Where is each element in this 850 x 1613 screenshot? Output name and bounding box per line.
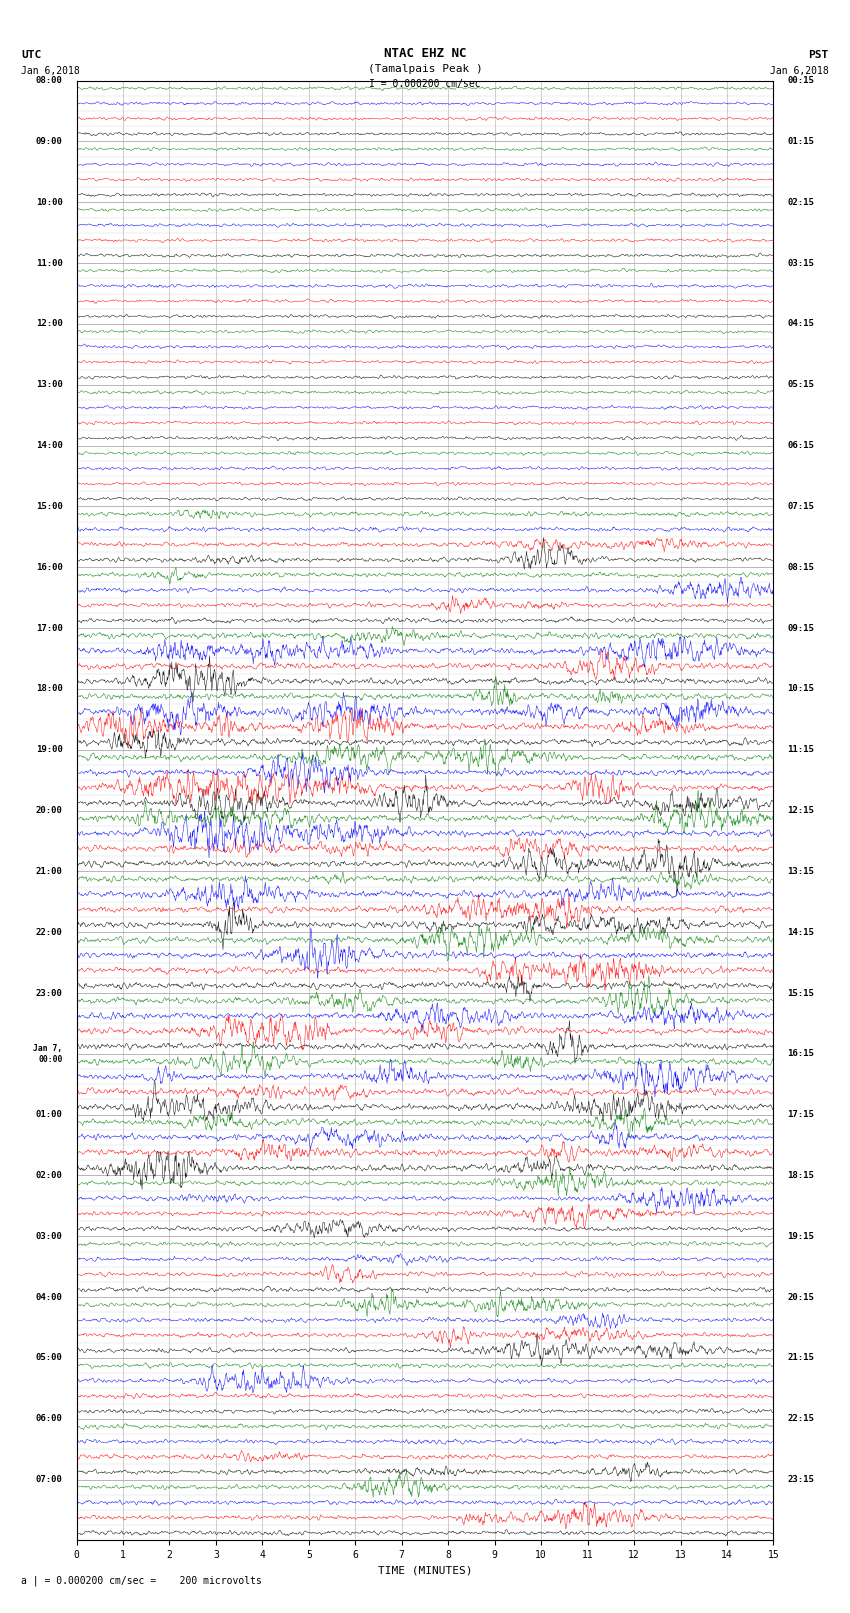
Text: 02:15: 02:15 (787, 198, 814, 206)
Text: 06:15: 06:15 (787, 440, 814, 450)
Text: Jan 6,2018: Jan 6,2018 (770, 66, 829, 76)
Text: 18:00: 18:00 (36, 684, 63, 694)
X-axis label: TIME (MINUTES): TIME (MINUTES) (377, 1566, 473, 1576)
Text: 07:15: 07:15 (787, 502, 814, 511)
Text: 22:15: 22:15 (787, 1415, 814, 1423)
Text: 05:15: 05:15 (787, 381, 814, 389)
Text: 18:15: 18:15 (787, 1171, 814, 1181)
Text: I = 0.000200 cm/sec: I = 0.000200 cm/sec (369, 79, 481, 89)
Text: 04:15: 04:15 (787, 319, 814, 329)
Text: 11:15: 11:15 (787, 745, 814, 755)
Text: 10:00: 10:00 (36, 198, 63, 206)
Text: Jan 7,
00:00: Jan 7, 00:00 (33, 1044, 63, 1063)
Text: 03:15: 03:15 (787, 258, 814, 268)
Text: (Tamalpais Peak ): (Tamalpais Peak ) (367, 65, 483, 74)
Text: 05:00: 05:00 (36, 1353, 63, 1363)
Text: PST: PST (808, 50, 829, 60)
Text: 01:00: 01:00 (36, 1110, 63, 1119)
Text: 13:00: 13:00 (36, 381, 63, 389)
Text: 17:00: 17:00 (36, 624, 63, 632)
Text: 03:00: 03:00 (36, 1232, 63, 1240)
Text: a | = 0.000200 cm/sec =    200 microvolts: a | = 0.000200 cm/sec = 200 microvolts (21, 1576, 262, 1586)
Text: 02:00: 02:00 (36, 1171, 63, 1181)
Text: 20:15: 20:15 (787, 1292, 814, 1302)
Text: 14:15: 14:15 (787, 927, 814, 937)
Text: UTC: UTC (21, 50, 42, 60)
Text: 08:00: 08:00 (36, 76, 63, 85)
Text: 23:00: 23:00 (36, 989, 63, 997)
Text: 12:00: 12:00 (36, 319, 63, 329)
Text: 04:00: 04:00 (36, 1292, 63, 1302)
Text: Jan 6,2018: Jan 6,2018 (21, 66, 80, 76)
Text: 20:00: 20:00 (36, 806, 63, 815)
Text: 21:00: 21:00 (36, 866, 63, 876)
Text: 00:15: 00:15 (787, 76, 814, 85)
Text: NTAC EHZ NC: NTAC EHZ NC (383, 47, 467, 60)
Text: 07:00: 07:00 (36, 1476, 63, 1484)
Text: 12:15: 12:15 (787, 806, 814, 815)
Text: 23:15: 23:15 (787, 1476, 814, 1484)
Text: 06:00: 06:00 (36, 1415, 63, 1423)
Text: 10:15: 10:15 (787, 684, 814, 694)
Text: 16:15: 16:15 (787, 1050, 814, 1058)
Text: 09:15: 09:15 (787, 624, 814, 632)
Text: 13:15: 13:15 (787, 866, 814, 876)
Text: 14:00: 14:00 (36, 440, 63, 450)
Text: 16:00: 16:00 (36, 563, 63, 571)
Text: 17:15: 17:15 (787, 1110, 814, 1119)
Text: 08:15: 08:15 (787, 563, 814, 571)
Text: 11:00: 11:00 (36, 258, 63, 268)
Text: 15:15: 15:15 (787, 989, 814, 997)
Text: 19:15: 19:15 (787, 1232, 814, 1240)
Text: 15:00: 15:00 (36, 502, 63, 511)
Text: 21:15: 21:15 (787, 1353, 814, 1363)
Text: 09:00: 09:00 (36, 137, 63, 145)
Text: 22:00: 22:00 (36, 927, 63, 937)
Text: 19:00: 19:00 (36, 745, 63, 755)
Text: 01:15: 01:15 (787, 137, 814, 145)
